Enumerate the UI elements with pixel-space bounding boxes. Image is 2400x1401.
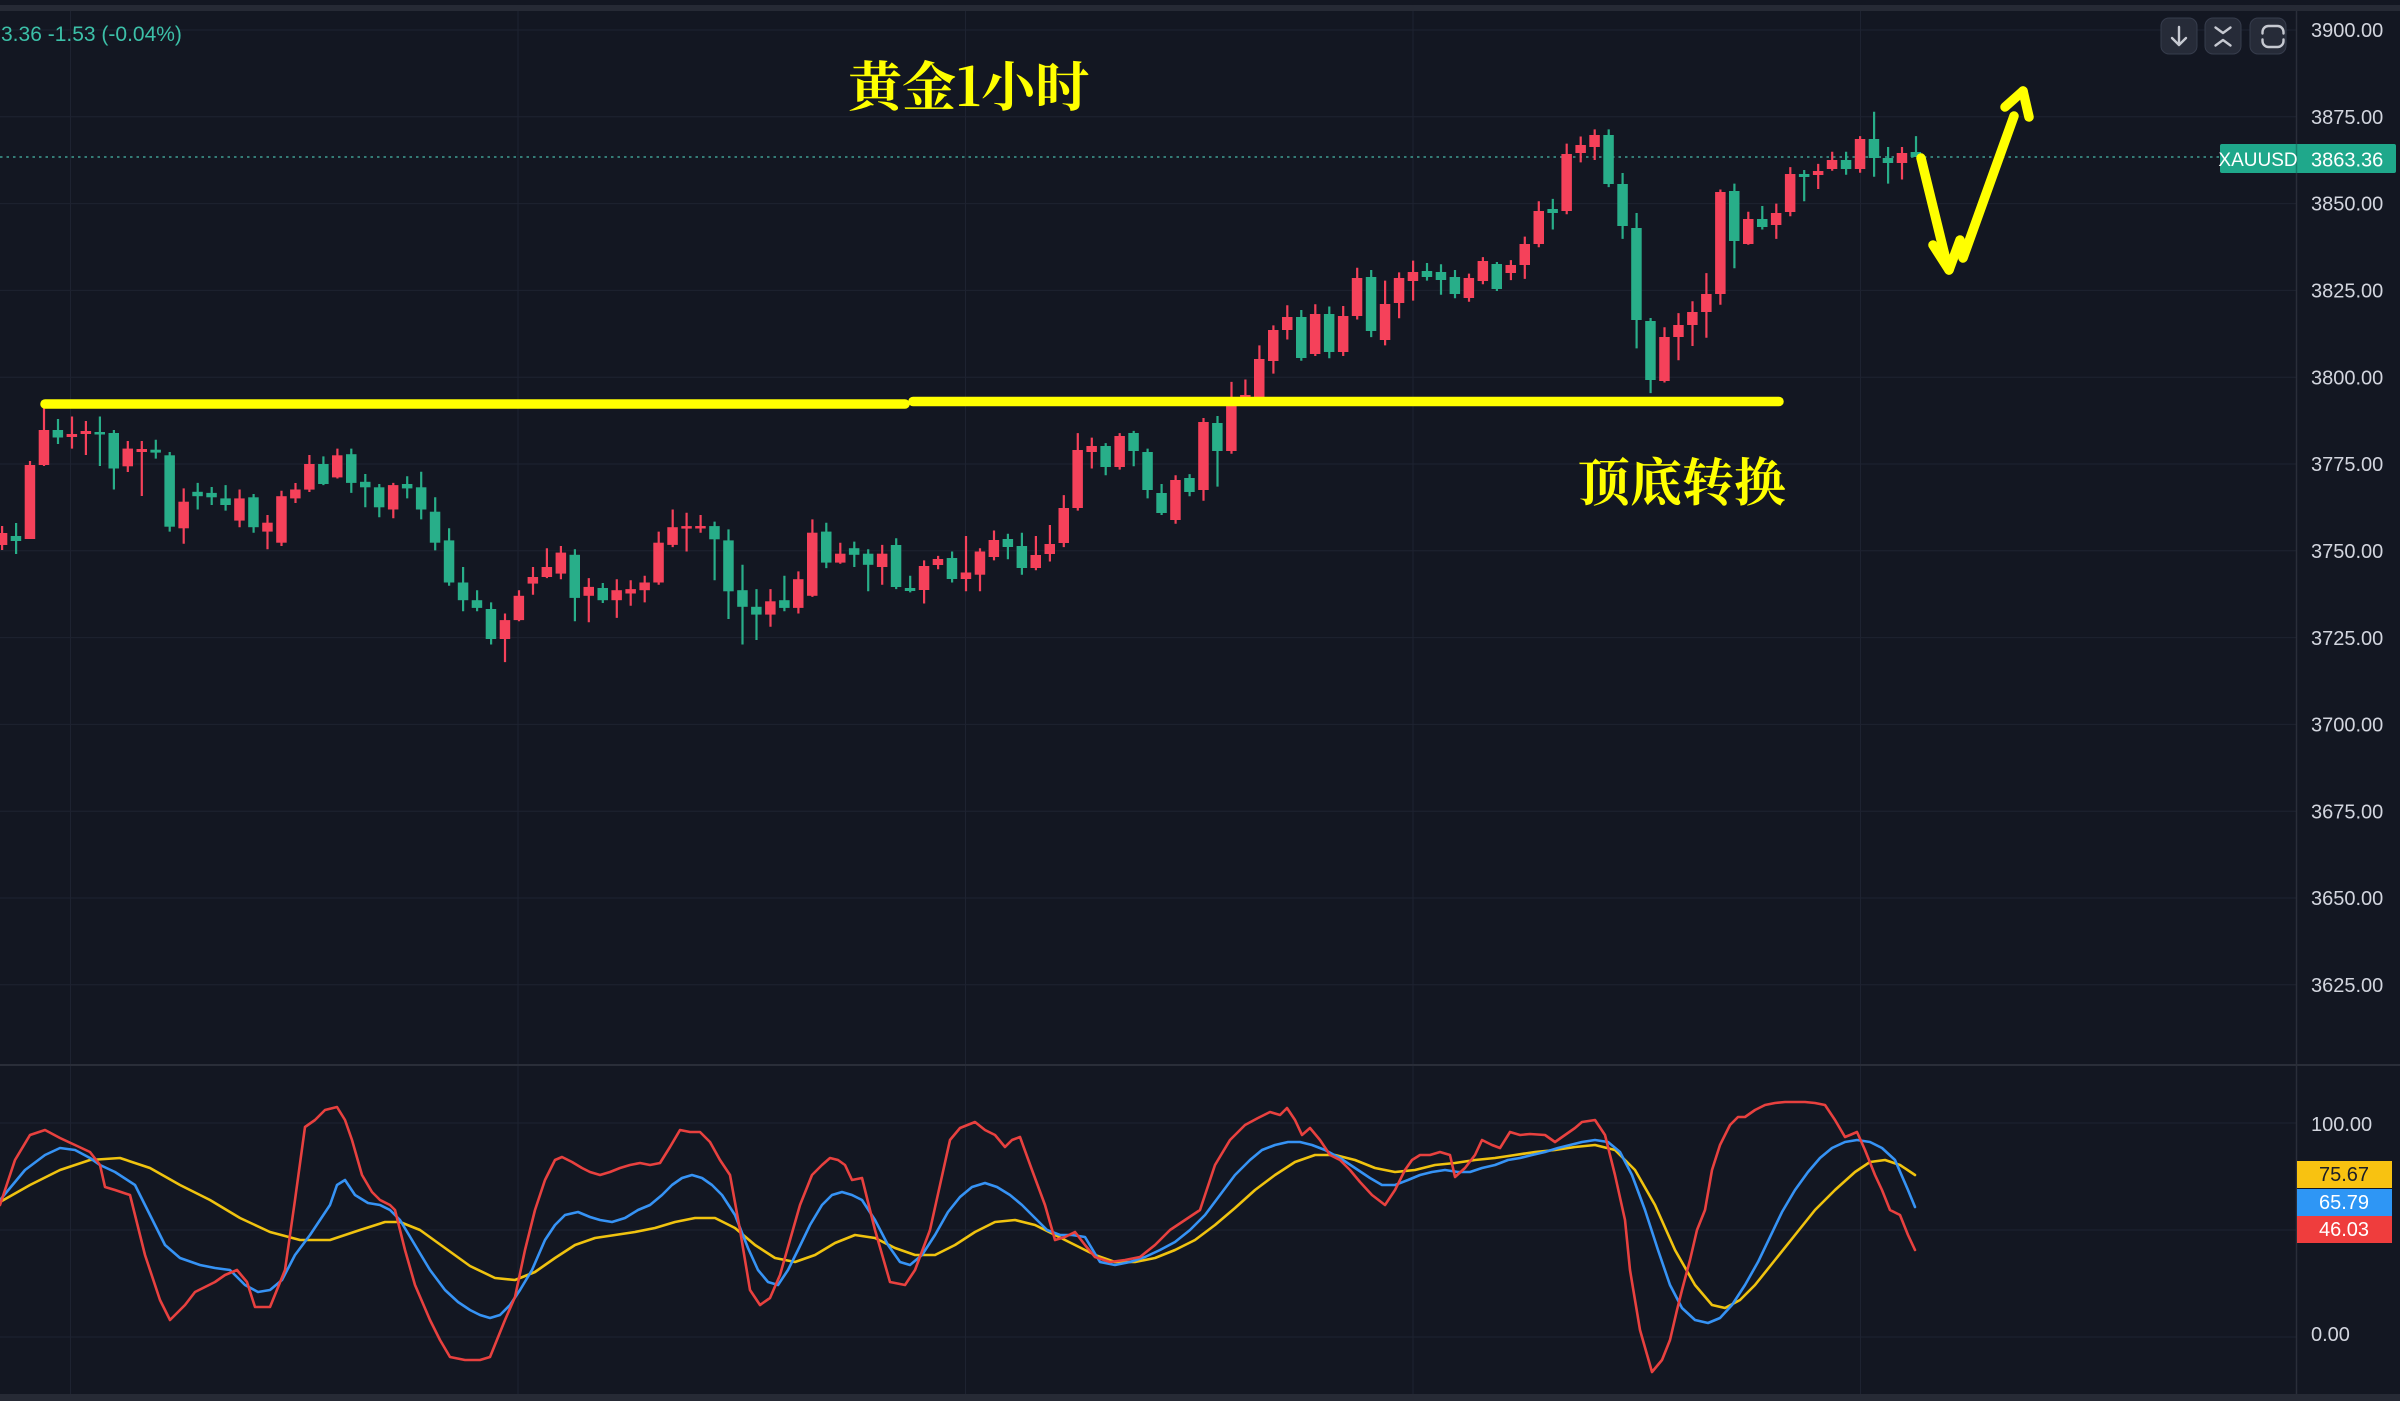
svg-text:3725.00: 3725.00 <box>2311 628 2383 650</box>
svg-text:3800.00: 3800.00 <box>2311 367 2383 389</box>
svg-text:3.36 -1.53 (-0.04%): 3.36 -1.53 (-0.04%) <box>1 23 182 46</box>
svg-text:3675.00: 3675.00 <box>2311 801 2383 823</box>
svg-text:3650.00: 3650.00 <box>2311 888 2383 910</box>
svg-text:3775.00: 3775.00 <box>2311 454 2383 476</box>
svg-text:3900.00: 3900.00 <box>2311 20 2383 42</box>
svg-text:100.00: 100.00 <box>2311 1114 2372 1136</box>
svg-text:3750.00: 3750.00 <box>2311 541 2383 563</box>
svg-text:3825.00: 3825.00 <box>2311 281 2383 303</box>
svg-text:3863.36: 3863.36 <box>2311 150 2383 172</box>
svg-text:0.00: 0.00 <box>2311 1324 2350 1346</box>
svg-text:XAUUSD: XAUUSD <box>2218 150 2297 171</box>
svg-text:65.79: 65.79 <box>2319 1192 2369 1214</box>
svg-text:3875.00: 3875.00 <box>2311 107 2383 129</box>
svg-text:3850.00: 3850.00 <box>2311 194 2383 216</box>
svg-text:46.03: 46.03 <box>2319 1219 2369 1241</box>
svg-text:3625.00: 3625.00 <box>2311 975 2383 997</box>
svg-text:75.67: 75.67 <box>2319 1164 2369 1186</box>
svg-text:3700.00: 3700.00 <box>2311 715 2383 737</box>
